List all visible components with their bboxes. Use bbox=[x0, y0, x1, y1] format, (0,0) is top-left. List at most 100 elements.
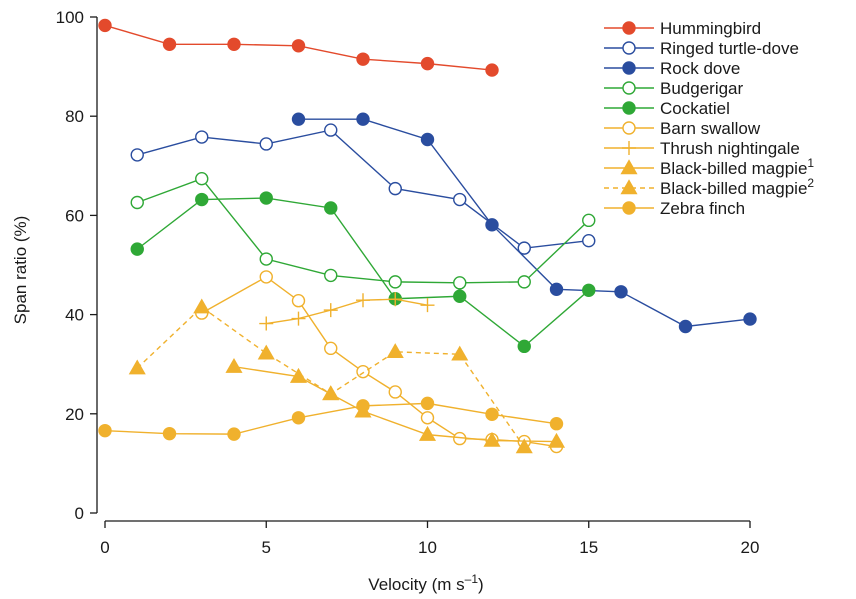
data-point-hummingbird bbox=[291, 39, 306, 53]
series-line-budgerigar bbox=[137, 177, 590, 284]
x-axis-label-end: ) bbox=[478, 575, 484, 594]
x-axis-label: Velocity (m s–1) bbox=[368, 572, 483, 594]
legend-marker bbox=[620, 159, 638, 175]
data-point-ringed-turtle-dove bbox=[388, 181, 402, 196]
data-point-ringed-turtle-dove bbox=[324, 123, 338, 137]
data-point-barn-swallow bbox=[259, 270, 273, 284]
data-point-zebra-finch bbox=[227, 427, 241, 441]
legend-item-zebra-finch: Zebra finch bbox=[604, 199, 745, 218]
legend-label-text: Hummingbird bbox=[660, 19, 761, 38]
data-point-ringed-turtle-dove bbox=[195, 130, 209, 144]
data-point-cockatiel bbox=[259, 191, 273, 205]
series-rock-dove bbox=[291, 112, 757, 334]
data-point-black-billed-magpie-1 bbox=[483, 431, 501, 447]
data-point-rock-dove bbox=[420, 132, 435, 147]
legend-label-text: Ringed turtle-dove bbox=[660, 39, 799, 58]
series-line-cockatiel bbox=[136, 197, 590, 348]
data-point-thrush-nightingale bbox=[259, 316, 274, 331]
legend-label: Rock dove bbox=[660, 59, 740, 78]
data-point-rock-dove bbox=[485, 218, 499, 232]
data-point-thrush-nightingale bbox=[291, 311, 306, 326]
series-group bbox=[98, 18, 757, 454]
y-tick-label: 20 bbox=[65, 405, 84, 424]
data-point-zebra-finch bbox=[356, 399, 370, 413]
legend-item-ringed-turtle-dove: Ringed turtle-dove bbox=[604, 39, 799, 58]
data-point-black-billed-magpie-2 bbox=[193, 298, 211, 314]
y-tick-label: 40 bbox=[65, 306, 84, 325]
legend-marker bbox=[622, 81, 636, 95]
legend-label-text: Rock dove bbox=[660, 59, 740, 78]
series-hummingbird bbox=[98, 18, 499, 77]
data-point-hummingbird bbox=[98, 18, 112, 33]
legend-label: Black-billed magpie1 bbox=[660, 156, 814, 178]
data-point-black-billed-magpie-2 bbox=[386, 343, 404, 359]
data-point-zebra-finch bbox=[485, 407, 499, 421]
data-point-cockatiel bbox=[195, 192, 209, 207]
series-black-billed-magpie-1 bbox=[225, 357, 566, 448]
data-point-black-billed-magpie-2 bbox=[451, 345, 469, 361]
series-black-billed-magpie-2 bbox=[128, 298, 533, 454]
legend-item-black-billed-magpie-2: Black-billed magpie2 bbox=[604, 176, 814, 198]
data-point-rock-dove bbox=[743, 312, 757, 326]
x-tick-label: 15 bbox=[579, 538, 598, 557]
legend-label-text: Black-billed magpie bbox=[660, 179, 807, 198]
data-point-ringed-turtle-dove bbox=[259, 137, 273, 151]
legend-item-budgerigar: Budgerigar bbox=[604, 79, 744, 98]
legend-marker bbox=[622, 141, 636, 155]
data-point-barn-swallow bbox=[324, 341, 338, 356]
data-point-cockatiel bbox=[517, 339, 531, 354]
axes: 0 5 10 15 20 0 20 40 60 80 100 bbox=[56, 8, 760, 557]
data-point-cockatiel bbox=[453, 289, 467, 303]
data-point-ringed-turtle-dove bbox=[453, 192, 467, 207]
series-cockatiel bbox=[130, 191, 596, 354]
y-tick-label: 0 bbox=[75, 504, 84, 523]
data-point-black-billed-magpie-2 bbox=[257, 344, 275, 360]
series-thrush-nightingale bbox=[259, 292, 435, 331]
data-point-cockatiel bbox=[324, 201, 338, 215]
legend-item-barn-swallow: Barn swallow bbox=[604, 119, 761, 138]
data-point-hummingbird bbox=[485, 63, 499, 77]
y-tick-label: 60 bbox=[65, 206, 84, 225]
data-point-rock-dove bbox=[356, 112, 370, 126]
data-point-zebra-finch bbox=[549, 417, 564, 431]
legend-marker bbox=[622, 201, 636, 215]
data-point-hummingbird bbox=[420, 56, 435, 71]
legend-label-text: Budgerigar bbox=[660, 79, 744, 98]
x-tick-label: 10 bbox=[418, 538, 437, 557]
data-point-ringed-turtle-dove bbox=[130, 148, 144, 162]
series-zebra-finch bbox=[98, 396, 564, 441]
data-point-budgerigar bbox=[259, 252, 273, 266]
series-budgerigar bbox=[130, 171, 596, 290]
legend-label: Thrush nightingale bbox=[660, 139, 800, 158]
data-point-black-billed-magpie-2 bbox=[515, 438, 533, 454]
data-point-barn-swallow bbox=[388, 385, 402, 399]
legend-label-text: Cockatiel bbox=[660, 99, 730, 118]
series-line-barn-swallow bbox=[201, 276, 557, 448]
data-point-black-billed-magpie-1 bbox=[225, 357, 243, 373]
data-point-cockatiel bbox=[582, 283, 596, 297]
data-point-thrush-nightingale bbox=[420, 298, 435, 313]
data-point-budgerigar bbox=[388, 275, 402, 289]
data-point-rock-dove bbox=[549, 282, 564, 297]
series-ringed-turtle-dove bbox=[130, 123, 596, 255]
legend-label-superscript: 2 bbox=[807, 176, 814, 190]
legend-label-text: Thrush nightingale bbox=[660, 139, 800, 158]
data-point-rock-dove bbox=[614, 285, 628, 299]
data-point-black-billed-magpie-1 bbox=[547, 432, 566, 448]
data-point-thrush-nightingale bbox=[388, 292, 403, 307]
data-point-hummingbird bbox=[227, 37, 241, 51]
series-line-ringed-turtle-dove bbox=[137, 129, 589, 249]
legend-label-text: Barn swallow bbox=[660, 119, 761, 138]
data-point-budgerigar bbox=[324, 268, 338, 283]
data-point-zebra-finch bbox=[291, 411, 306, 425]
legend-item-black-billed-magpie-1: Black-billed magpie1 bbox=[604, 156, 814, 178]
x-axis-label-main: Velocity (m s bbox=[368, 575, 464, 594]
legend-label: Cockatiel bbox=[660, 99, 730, 118]
data-point-barn-swallow bbox=[291, 294, 306, 308]
data-point-ringed-turtle-dove bbox=[582, 233, 596, 248]
data-point-thrush-nightingale bbox=[323, 303, 338, 318]
data-point-budgerigar bbox=[453, 276, 467, 290]
